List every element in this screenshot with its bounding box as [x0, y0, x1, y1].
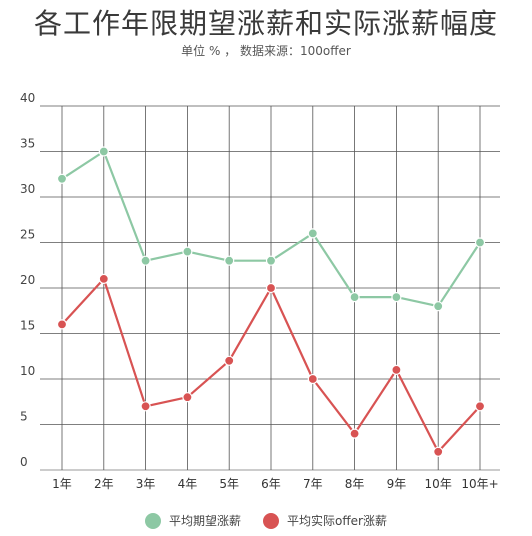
- data-point-1: [474, 401, 486, 412]
- data-point-0: [98, 146, 109, 157]
- data-point-1: [307, 373, 318, 385]
- data-point-1: [56, 319, 68, 330]
- data-point-1: [349, 428, 360, 439]
- chart-subtitle: 单位 % ， 数据来源：100offer: [181, 44, 351, 58]
- data-point-0: [56, 173, 68, 184]
- legend: 平均期望涨薪 平均实际offer涨薪: [0, 512, 532, 529]
- data-point-0: [474, 237, 486, 248]
- data-point-0: [224, 255, 235, 266]
- y-tick-label: 15: [20, 319, 35, 333]
- y-tick-label: 40: [20, 91, 35, 105]
- x-tick-label: 7年: [303, 477, 323, 491]
- data-point-1: [98, 273, 109, 284]
- y-tick-label: 20: [20, 273, 35, 287]
- x-tick-label: 4年: [178, 477, 198, 491]
- data-point-0: [265, 255, 277, 266]
- data-point-0: [140, 255, 151, 266]
- data-point-0: [307, 228, 318, 239]
- data-point-1: [433, 446, 444, 457]
- legend-label-expected: 平均期望涨薪: [169, 514, 242, 528]
- data-point-1: [182, 392, 193, 403]
- x-tick-label: 5年: [219, 477, 239, 491]
- x-tick-label: 2年: [94, 477, 114, 491]
- legend-item-actual[interactable]: 平均实际offer涨薪: [263, 512, 387, 529]
- y-tick-label: 0: [20, 455, 28, 469]
- legend-swatch-expected: [145, 512, 162, 529]
- legend-item-expected[interactable]: 平均期望涨薪: [145, 512, 241, 529]
- x-tick-label: 1年: [52, 477, 72, 491]
- data-point-0: [391, 292, 402, 303]
- x-tick-label: 8年: [345, 477, 365, 491]
- data-point-1: [224, 355, 235, 366]
- data-point-1: [140, 401, 151, 412]
- x-tick-label: 3年: [136, 477, 156, 491]
- x-tick-label: 10年: [425, 477, 452, 491]
- x-tick-label: 6年: [261, 477, 281, 491]
- legend-swatch-actual: [263, 512, 280, 529]
- y-tick-label: 35: [20, 137, 35, 151]
- data-point-0: [182, 246, 193, 257]
- y-tick-label: 30: [20, 182, 35, 196]
- legend-label-actual: 平均实际offer涨薪: [287, 514, 387, 528]
- x-tick-label: 10年+: [461, 477, 498, 491]
- chart-title: 各工作年限期望涨薪和实际涨薪幅度: [33, 7, 498, 40]
- data-point-1: [265, 282, 277, 294]
- data-point-1: [391, 364, 402, 375]
- x-tick-label: 9年: [387, 477, 407, 491]
- y-tick-label: 25: [20, 228, 35, 242]
- y-tick-label: 5: [20, 410, 28, 424]
- data-point-0: [433, 301, 444, 312]
- y-tick-label: 10: [20, 364, 35, 378]
- data-point-0: [349, 292, 360, 303]
